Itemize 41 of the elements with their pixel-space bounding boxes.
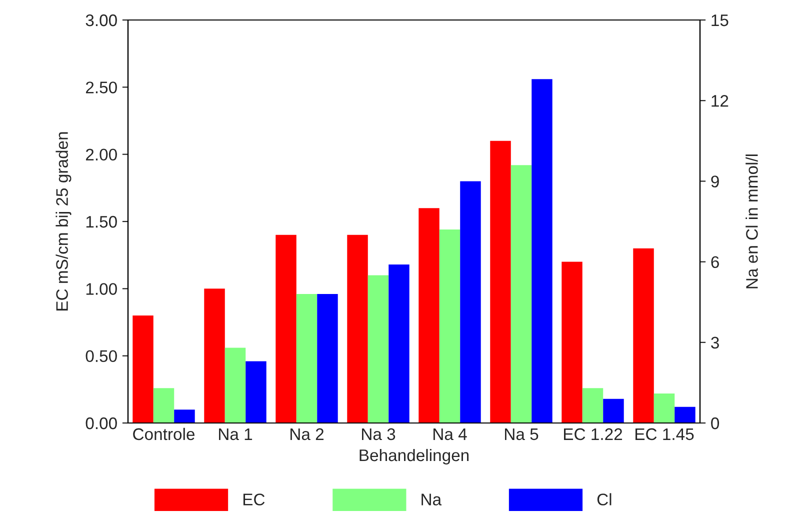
x-axis-title: Behandelingen: [360, 448, 469, 464]
x-tick-label: Controle: [133, 428, 195, 440]
legend-label: Cl: [597, 493, 612, 506]
bar: [388, 264, 410, 423]
x-tick-label: Na 3: [362, 428, 396, 440]
bar: [246, 361, 266, 423]
bar: [460, 181, 481, 423]
bar: [317, 294, 338, 423]
y-tick-label: 3.00: [86, 14, 117, 26]
y2-tick-label: 12: [712, 95, 728, 107]
legend-label: EC: [243, 494, 265, 506]
y-tick-label: 1.50: [86, 216, 117, 228]
y2-tick-label: 9: [711, 176, 719, 188]
legend-label: Na: [422, 494, 442, 506]
bar: [132, 316, 154, 423]
bar: [562, 262, 582, 423]
bar: [532, 79, 552, 423]
bar: [174, 410, 195, 423]
y-tick-label: 0.50: [86, 350, 117, 362]
bar: [633, 248, 654, 423]
y-tick-label: 2.50: [86, 82, 117, 94]
bar: [674, 406, 696, 423]
x-tick-label: Na 1: [219, 428, 252, 440]
y-tick-label: 2.00: [86, 148, 117, 161]
x-tick-label: Na 2: [290, 428, 324, 440]
x-tick-label: Na 4: [434, 428, 467, 440]
x-tick-label: Na 5: [505, 428, 538, 440]
x-tick-label: EC 1.45: [636, 428, 694, 440]
bar: [654, 393, 675, 423]
y2-tick-label: 3: [711, 336, 719, 349]
bar: [582, 388, 604, 423]
y2-tick-label: 6: [711, 256, 719, 268]
bar: [153, 388, 174, 423]
y2-tick-label: 0: [711, 417, 720, 430]
x-tick-label: EC 1.22: [564, 428, 622, 440]
y-tick-label: 1.00: [86, 283, 117, 295]
y2-tick-label: 15: [712, 14, 728, 26]
y-axis-title: EC mS/cm bij 25 graden: [56, 132, 72, 310]
y2-axis-title: Na en Cl in mmol/l: [746, 154, 758, 288]
y-tick-label: 0.00: [86, 417, 117, 430]
bar: [603, 398, 624, 423]
